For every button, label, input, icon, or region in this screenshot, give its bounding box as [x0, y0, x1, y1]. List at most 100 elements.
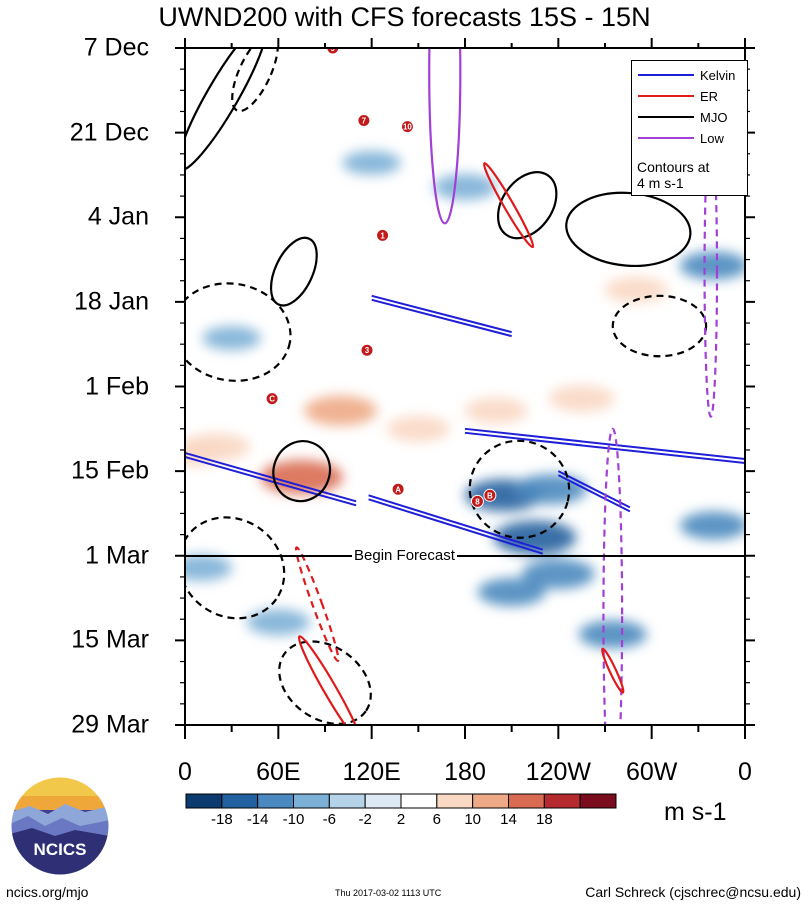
- storm-marker: 1: [376, 228, 390, 242]
- storm-label: 9: [331, 44, 336, 53]
- mjo-contour: [185, 48, 268, 172]
- storm-marker: C: [265, 392, 279, 406]
- kelvin-band: [371, 294, 512, 334]
- colorbar-swatch: [328, 793, 366, 809]
- storm-marker: 3: [360, 343, 374, 357]
- westerly-anomaly: [264, 350, 324, 375]
- er-contour: [297, 635, 362, 725]
- legend-item-kelvin: Kelvin: [638, 65, 735, 85]
- colorbar: [185, 793, 617, 809]
- colorbar-label: 14: [500, 811, 517, 828]
- y-tick-label: 1 Mar: [85, 541, 149, 570]
- mjo-contour: [611, 294, 708, 358]
- legend-line-mjo: [638, 116, 694, 118]
- mjo-contour: [272, 440, 332, 503]
- westerly-anomaly: [260, 460, 343, 495]
- kelvin-band: [185, 452, 357, 503]
- er-contour: [601, 647, 625, 694]
- storm-label: 8: [475, 497, 480, 506]
- mjo-contour: [185, 282, 292, 382]
- low-contour: [602, 427, 624, 725]
- legend-label: ER: [700, 88, 719, 104]
- colorbar-swatch: [508, 793, 545, 809]
- colorbar-swatch: [543, 793, 581, 809]
- legend-note: Contours at 4 m s-1: [637, 159, 709, 191]
- chart-title: UWND200 with CFS forecasts 15S - 15N: [158, 2, 651, 32]
- ncics-logo: NCICS: [10, 776, 110, 876]
- colorbar-label: -6: [322, 811, 336, 828]
- kelvin-band: [368, 498, 544, 555]
- legend-line-low: [638, 137, 694, 139]
- colorbar-swatch: [293, 793, 330, 809]
- legend-line-er: [638, 95, 694, 97]
- colorbar-unit: m s-1: [664, 798, 727, 826]
- y-tick-label: 7 Dec: [83, 33, 149, 62]
- mjo-contour: [185, 516, 286, 620]
- westerly-anomaly: [304, 395, 377, 426]
- westerly-anomaly: [548, 385, 615, 413]
- storm-label: B: [487, 491, 493, 500]
- colorbar-label: -10: [282, 811, 305, 828]
- legend-item-mjo: MJO: [638, 107, 727, 127]
- colorbar-label: 10: [464, 811, 481, 828]
- x-tick-label: 180: [444, 758, 486, 786]
- er-contour: [482, 162, 535, 249]
- westerly-anomaly: [604, 276, 668, 303]
- legend-label: Kelvin: [700, 67, 736, 83]
- legend-label: MJO: [700, 109, 728, 125]
- x-tick-label: 60E: [256, 758, 301, 786]
- x-tick-label: 120E: [342, 758, 401, 786]
- colorbar-label: 6: [432, 811, 441, 828]
- colorbar-swatch: [185, 793, 223, 809]
- legend-note-line2: 4 m s-1: [637, 175, 684, 191]
- westerly-anomaly: [669, 326, 728, 351]
- storm-marker: 9: [326, 44, 340, 55]
- footer-author: Carl Schreck (cjschrec@ncsu.edu): [585, 884, 801, 900]
- legend-item-low: Low: [638, 128, 724, 148]
- y-tick-label: 1 Feb: [85, 372, 149, 400]
- y-tick-label: 15 Feb: [71, 456, 149, 485]
- storm-label: 7: [362, 117, 367, 126]
- easterly-anomaly: [514, 474, 587, 505]
- kelvin-band: [368, 494, 544, 551]
- easterly-anomaly: [493, 520, 577, 555]
- y-tick-label: 29 Mar: [71, 710, 149, 739]
- westerly-anomaly: [464, 397, 528, 424]
- kelvin-band: [557, 470, 631, 509]
- legend-line-kelvin: [638, 74, 694, 76]
- footer-url[interactable]: ncics.org/mjo: [6, 884, 89, 900]
- colorbar-label: 18: [535, 811, 553, 828]
- x-tick-label: 60W: [625, 758, 678, 786]
- storm-label: C: [269, 395, 275, 404]
- er-contour: [294, 546, 340, 663]
- colorbar-label: 2: [396, 811, 406, 828]
- colorbar-label: -18: [210, 811, 233, 828]
- kelvin-band: [557, 474, 631, 513]
- easterly-anomaly: [246, 609, 310, 636]
- colorbar-swatch: [472, 793, 509, 809]
- kelvin-band: [185, 456, 357, 507]
- easterly-anomaly: [202, 326, 261, 351]
- legend-label: Low: [700, 130, 724, 146]
- easterly-anomaly: [679, 511, 745, 540]
- colorbar-swatch: [364, 793, 402, 809]
- colorbar-swatch: [436, 793, 474, 809]
- storm-marker: 7: [357, 114, 371, 128]
- y-tick-label: 18 Jan: [73, 287, 149, 316]
- easterly-anomaly: [578, 620, 647, 649]
- colorbar-label: -2: [358, 811, 372, 828]
- storm-marker: B: [483, 488, 497, 502]
- easterly-anomaly: [477, 578, 546, 607]
- storm-marker: 8: [470, 494, 484, 508]
- y-tick-label: 21 Dec: [69, 118, 149, 147]
- footer-timestamp: Thu 2017-03-02 1113 UTC: [335, 888, 442, 898]
- axis-ticks: [175, 38, 755, 739]
- mjo-contour: [496, 171, 558, 240]
- logo-text: NCICS: [34, 840, 87, 859]
- y-tick-label: 4 Jan: [87, 202, 149, 231]
- easterly-anomaly: [185, 554, 233, 581]
- storm-label: 3: [365, 346, 370, 355]
- x-tick-label: 0: [178, 758, 192, 786]
- storm-marker: A: [391, 482, 405, 496]
